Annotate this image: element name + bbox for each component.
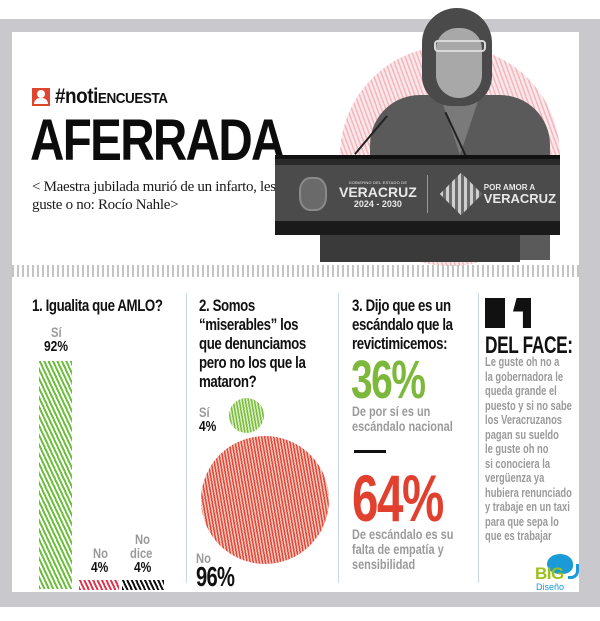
comment-line: la gobernadora le [485, 368, 564, 384]
hashtag: #notiENCUESTA [55, 85, 168, 109]
q2-si-value: 4% [199, 418, 217, 435]
podium-front: GOBIERNO DEL ESTADO DE VERACRUZ 2024 - 2… [275, 165, 560, 223]
comment-line: Le guste oh no a [485, 354, 560, 369]
q3-title-line: 3. Dijo que es un [352, 296, 451, 315]
podium-small-text: GOBIERNO DEL ESTADO DE [348, 179, 408, 185]
comment-line: y trabaje en un taxi [485, 499, 570, 514]
q2-si-label: Sí [199, 404, 210, 420]
comment-line: puesto y si no sabe [485, 397, 572, 413]
podium-state-text: VERACRUZ [339, 183, 417, 200]
hashtag-suffix: ENCUESTA [97, 90, 168, 107]
comment-line: para que sepa lo [485, 513, 559, 529]
veracruz-logo-icon [439, 172, 482, 216]
column-divider [478, 293, 479, 583]
podium-years-text: 2024 - 2030 [353, 198, 402, 209]
q1-no-bar [79, 580, 119, 590]
q2-title-line: que denunciamos [199, 334, 306, 353]
section-divider [12, 265, 579, 277]
column-divider [186, 293, 187, 583]
podium: GOBIERNO DEL ESTADO DE VERACRUZ 2024 - 2… [275, 155, 560, 235]
comment-line: los Veracruzanos [485, 412, 563, 427]
quote-block-right [513, 298, 531, 328]
quote-icon [485, 298, 535, 328]
q2-title-line: 2. Somos [199, 296, 255, 315]
hashtag-row: #notiENCUESTA [32, 85, 180, 109]
state-crest-icon [299, 177, 327, 211]
comment-line: que es trabajar [485, 528, 552, 543]
logo-sub-text: Diseño [536, 582, 565, 592]
podium-slogan-top: POR AMOR A [483, 183, 536, 192]
logo-big-text: BIG [535, 564, 564, 583]
glasses-icon [434, 40, 486, 52]
subtitle-quote: < Maestra jubilada murió de un infarto, … [32, 179, 276, 213]
hashtag-prefix: #noti [55, 85, 98, 108]
separator-dash [354, 450, 386, 453]
q3-result-1-desc-line: De por sí es un [352, 403, 431, 419]
comment-line: queda grande el [485, 383, 557, 398]
speaker-face [436, 28, 482, 98]
page-title: AFERRADA [30, 108, 285, 173]
question-1-title: 1. Igualita que AMLO? [32, 296, 163, 315]
q2-title-line: pero no los que la [199, 353, 306, 372]
big-diseno-logo: BIG Diseño [533, 554, 583, 594]
q2-title-line: mataron? [199, 372, 257, 391]
podium-lip [275, 221, 560, 235]
q3-result-2-desc-line: falta de empatía y [352, 541, 444, 557]
del-face-comment: Le guste oh no a la gobernadora le queda… [485, 354, 572, 544]
podium-slogan: POR AMOR A VERACRUZ [484, 183, 556, 205]
q1-nodice-label-2: dice [130, 545, 153, 561]
q1-si-bar [39, 361, 72, 589]
q1-si-value: 92% [44, 338, 69, 355]
q3-title-line: escándalo que la [352, 315, 453, 334]
podium-base [320, 235, 520, 262]
q2-no-label: No [196, 550, 211, 566]
q2-no-circle [201, 436, 329, 564]
q3-result-2-value: 64% [352, 461, 444, 535]
q3-result-1-value: 36% [351, 350, 426, 410]
comment-line: hubiera renunciado [485, 484, 572, 500]
question-3-title: 3. Dijo que es un escándalo que la revic… [352, 296, 453, 353]
user-icon [32, 88, 50, 106]
comment-line: pagan su sueldo [485, 426, 559, 442]
q3-result-2-desc-line: De escándalo es su [352, 526, 454, 542]
q3-result-1-desc-line: escándalo nacional [352, 418, 453, 434]
q1-si-label: Sí [51, 324, 62, 340]
q1-nodice-label-1: No [135, 531, 150, 547]
q1-nodice-value: 4% [134, 559, 152, 576]
q3-result-1-desc: De por sí es un escándalo nacional [352, 404, 453, 434]
q2-si-circle [229, 398, 264, 433]
elephant-icon [547, 554, 579, 579]
question-2-title: 2. Somos “miserables” los que denunciamo… [199, 296, 306, 391]
del-face-title: DEL FACE: [485, 332, 573, 359]
podium-divider [426, 175, 428, 213]
q3-title-line: revictimicemos: [352, 334, 448, 353]
q3-result-2-desc-line: sensibilidad [352, 556, 416, 572]
q2-no-value: 96% [196, 561, 235, 592]
quote-block-left [485, 298, 505, 328]
q3-result-2-desc: De escándalo es su falta de empatía y se… [352, 527, 453, 572]
podium-government-text: GOBIERNO DEL ESTADO DE VERACRUZ 2024 - 2… [339, 180, 417, 209]
q1-nodice-bar [122, 580, 164, 590]
q1-no-value: 4% [91, 559, 109, 576]
podium-slogan-bottom: VERACRUZ [483, 191, 557, 206]
comment-line: vergüenza ya [485, 470, 545, 485]
comment-line: si conociera la [485, 455, 551, 471]
comment-line: le guste oh no [485, 441, 549, 456]
q2-title-line: “miserables” los [199, 315, 299, 334]
column-divider [338, 293, 339, 583]
q1-no-label: No [93, 545, 108, 561]
